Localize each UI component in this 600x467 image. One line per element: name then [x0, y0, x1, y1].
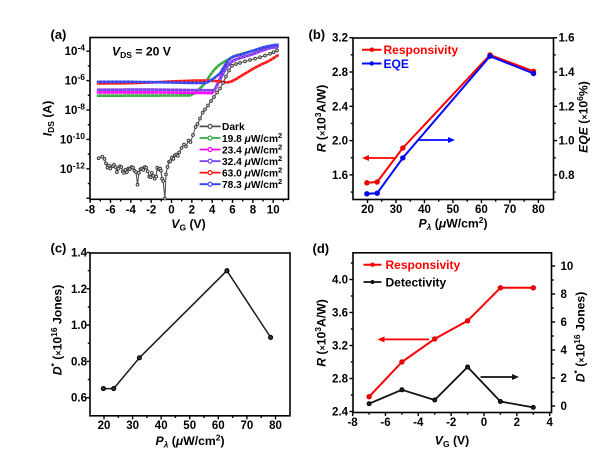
svg-text:1.6: 1.6 [332, 170, 348, 182]
svg-text:VG (V): VG (V) [171, 217, 205, 233]
svg-text:1.6: 1.6 [559, 33, 575, 45]
svg-text:Pλ (μW/cm2): Pλ (μW/cm2) [156, 433, 225, 450]
svg-text:2.0: 2.0 [332, 136, 348, 148]
svg-text:2.4: 2.4 [332, 101, 349, 113]
svg-text:8: 8 [250, 204, 257, 216]
svg-text:4: 4 [546, 417, 553, 429]
svg-text:50: 50 [447, 204, 460, 216]
svg-text:20: 20 [361, 204, 374, 216]
svg-text:(d): (d) [313, 241, 330, 256]
svg-text:19.8 μW/cm2: 19.8 μW/cm2 [222, 131, 282, 145]
svg-text:80: 80 [532, 204, 545, 216]
svg-text:3.2: 3.2 [332, 341, 348, 353]
svg-text:4.0: 4.0 [332, 275, 348, 287]
svg-text:32.4 μW/cm2: 32.4 μW/cm2 [222, 154, 282, 168]
svg-text:1.2: 1.2 [559, 101, 575, 113]
svg-text:1.0: 1.0 [559, 136, 575, 148]
svg-text:1.4: 1.4 [559, 67, 576, 79]
svg-text:40: 40 [155, 420, 168, 432]
svg-text:-2: -2 [446, 417, 456, 429]
svg-text:6: 6 [561, 317, 567, 329]
svg-text:Detectivity: Detectivity [386, 275, 447, 289]
svg-text:R (×103A/W): R (×103A/W) [313, 85, 329, 153]
svg-text:2.4: 2.4 [332, 407, 349, 419]
svg-text:(c): (c) [51, 241, 67, 256]
svg-text:0: 0 [168, 204, 174, 216]
svg-text:0.8: 0.8 [71, 356, 88, 368]
svg-text:VG (V): VG (V) [435, 434, 469, 450]
svg-text:2.8: 2.8 [332, 374, 349, 386]
svg-text:-8: -8 [85, 204, 96, 216]
svg-text:10: 10 [561, 261, 574, 273]
svg-text:78.3 μW/cm2: 78.3 μW/cm2 [222, 177, 282, 191]
svg-text:2: 2 [514, 417, 520, 429]
svg-text:IDS (A): IDS (A) [41, 101, 57, 137]
svg-text:-6: -6 [380, 417, 390, 429]
svg-text:20: 20 [98, 420, 111, 432]
svg-text:D* (×1016 Jones): D* (×1016 Jones) [572, 292, 588, 383]
svg-text:40: 40 [418, 204, 431, 216]
svg-text:(b): (b) [309, 27, 326, 42]
svg-text:0: 0 [481, 417, 487, 429]
svg-text:0: 0 [561, 401, 567, 413]
svg-text:2: 2 [561, 373, 567, 385]
svg-text:Responsivity: Responsivity [384, 43, 459, 57]
svg-text:1.0: 1.0 [71, 320, 87, 332]
svg-text:-4: -4 [126, 204, 137, 216]
svg-text:4: 4 [209, 204, 216, 216]
svg-text:0.8: 0.8 [559, 170, 576, 182]
svg-text:60: 60 [475, 204, 488, 216]
svg-text:70: 70 [241, 420, 254, 432]
svg-text:10: 10 [267, 204, 280, 216]
svg-text:D* (×1016 Jones): D* (×1016 Jones) [49, 285, 65, 376]
svg-text:70: 70 [504, 204, 517, 216]
svg-text:50: 50 [183, 420, 196, 432]
svg-text:3.2: 3.2 [332, 33, 348, 45]
svg-text:(a): (a) [51, 27, 67, 42]
svg-text:Dark: Dark [222, 122, 245, 133]
svg-text:R (×103A/W): R (×103A/W) [313, 299, 329, 367]
svg-text:6: 6 [229, 204, 235, 216]
svg-text:3.6: 3.6 [332, 308, 348, 320]
svg-text:80: 80 [269, 420, 282, 432]
svg-text:-4: -4 [413, 417, 424, 429]
svg-text:Responsivity: Responsivity [386, 258, 461, 272]
svg-text:60: 60 [212, 420, 225, 432]
svg-text:8: 8 [561, 289, 568, 301]
svg-text:1.4: 1.4 [71, 248, 88, 260]
svg-text:4: 4 [561, 345, 568, 357]
svg-text:-8: -8 [347, 417, 358, 429]
svg-text:1.2: 1.2 [71, 284, 87, 296]
svg-text:Pλ (μW/cm2): Pλ (μW/cm2) [419, 215, 488, 232]
svg-text:63.0 μW/cm2: 63.0 μW/cm2 [222, 165, 282, 179]
svg-text:2: 2 [189, 204, 195, 216]
svg-text:EQE: EQE [384, 57, 409, 71]
svg-text:-6: -6 [105, 204, 115, 216]
svg-text:-2: -2 [146, 204, 156, 216]
svg-text:0.6: 0.6 [71, 393, 87, 405]
svg-text:2.8: 2.8 [332, 67, 349, 79]
svg-text:VDS = 20 V: VDS = 20 V [112, 45, 172, 61]
svg-text:23.4 μW/cm2: 23.4 μW/cm2 [222, 142, 282, 156]
svg-text:30: 30 [390, 204, 403, 216]
svg-text:30: 30 [126, 420, 139, 432]
